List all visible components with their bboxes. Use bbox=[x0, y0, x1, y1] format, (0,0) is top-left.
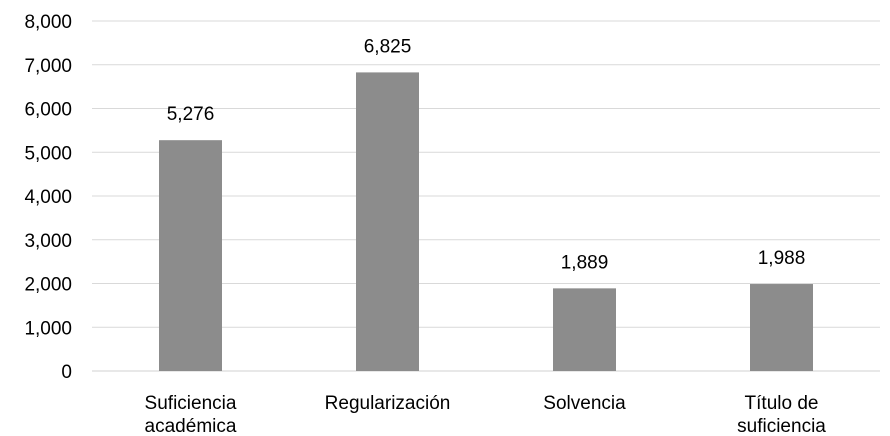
data-label: 5,276 bbox=[167, 104, 215, 125]
y-tick-label: 4,000 bbox=[24, 187, 72, 208]
y-tick-label: 7,000 bbox=[24, 56, 72, 77]
category-label: Título de suficiencia bbox=[737, 393, 826, 436]
data-label: 1,889 bbox=[561, 252, 609, 273]
data-label: 1,988 bbox=[758, 248, 806, 269]
y-axis-tick-labels: 0 1,000 2,000 3,000 4,000 5,000 6,000 7,000 8,00… bbox=[24, 12, 72, 383]
y-tick-label: 3,000 bbox=[24, 231, 72, 252]
y-tick-label: 8,000 bbox=[24, 12, 72, 33]
y-tick-label: 1,000 bbox=[24, 318, 72, 339]
y-tick-label: 5,000 bbox=[24, 143, 72, 164]
y-tick-label: 6,000 bbox=[24, 100, 72, 121]
data-labels: 5,276 6,825 1,889 1,988 bbox=[167, 36, 806, 273]
category-label: Solvencia bbox=[543, 393, 626, 414]
data-label: 6,825 bbox=[364, 36, 412, 57]
x-axis-category-labels: Suficiencia académica Regularización Solven… bbox=[145, 393, 827, 436]
grid-lines bbox=[92, 20, 880, 372]
bars bbox=[159, 72, 813, 371]
bar bbox=[553, 288, 616, 371]
y-tick-label: 2,000 bbox=[24, 275, 72, 296]
category-label: Regularización bbox=[325, 393, 451, 414]
bar bbox=[356, 72, 419, 371]
y-tick-label: 0 bbox=[61, 362, 72, 383]
bar bbox=[750, 284, 813, 371]
category-label: Suficiencia académica bbox=[145, 393, 237, 436]
bar bbox=[159, 140, 222, 371]
